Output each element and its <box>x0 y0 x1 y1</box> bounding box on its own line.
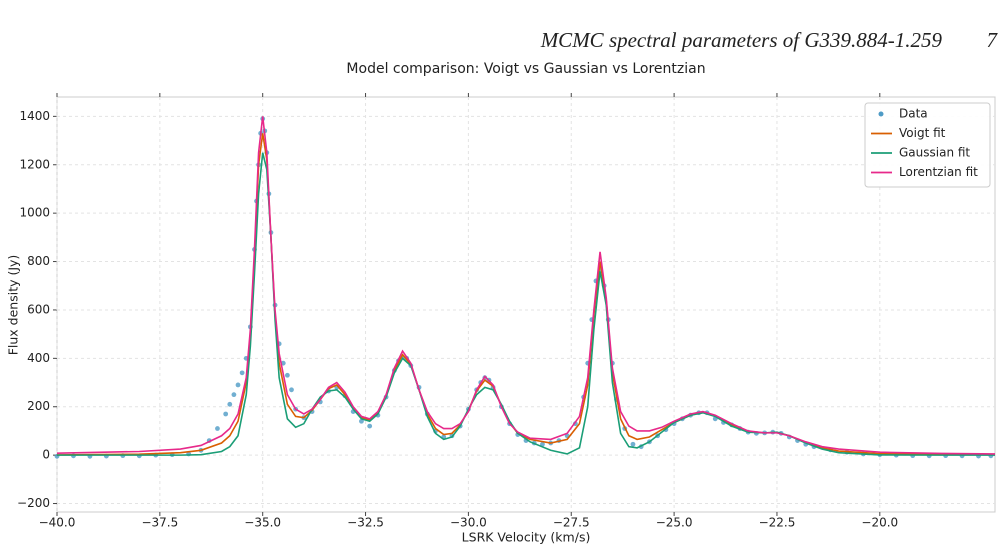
legend-box <box>864 102 991 188</box>
data-point <box>359 418 364 424</box>
y-axis-label: Flux density (Jy) <box>6 255 21 356</box>
y-tick-label: 600 <box>27 302 50 316</box>
data-point <box>223 411 229 417</box>
fit-line <box>56 116 996 455</box>
data-point <box>215 426 220 431</box>
y-tick-label: 200 <box>27 399 50 413</box>
y-tick-label: 1000 <box>19 206 50 220</box>
data-point <box>540 441 545 447</box>
x-tick-label: −35.0 <box>244 516 281 530</box>
page-number: 7 <box>987 28 999 52</box>
x-tick-label: −22.5 <box>759 516 796 530</box>
legend-label: Lorentzian fit <box>899 165 978 179</box>
data-point <box>630 441 636 447</box>
legend-label: Voigt fit <box>899 126 946 140</box>
x-tick-label: −32.5 <box>347 516 384 530</box>
x-tick-label: −27.5 <box>553 516 590 530</box>
chart-title: Model comparison: Voigt vs Gaussian vs L… <box>346 61 705 77</box>
data-point <box>227 401 233 407</box>
y-tick-label: 400 <box>27 351 50 365</box>
y-tick-label: 1200 <box>19 157 50 171</box>
legend-label: Gaussian fit <box>899 146 970 160</box>
y-tick-label: 1400 <box>19 109 50 123</box>
legend-marker <box>878 111 884 117</box>
x-tick-label: −37.5 <box>141 516 178 530</box>
data-point <box>289 387 294 393</box>
x-tick-label: −30.0 <box>450 516 487 530</box>
y-tick-label: −200 <box>17 496 50 510</box>
x-tick-label: −40.0 <box>39 516 76 530</box>
data-point <box>239 370 245 376</box>
data-point <box>367 423 373 429</box>
data-point <box>235 382 241 388</box>
data-point <box>231 392 237 398</box>
x-tick-label: −20.0 <box>861 516 898 530</box>
data-point <box>284 372 290 378</box>
y-tick-label: 800 <box>27 254 50 268</box>
x-tick-label: −25.0 <box>656 516 693 530</box>
y-tick-label: 0 <box>42 448 50 462</box>
page-header-title: MCMC spectral parameters of G339.884-1.2… <box>540 28 943 52</box>
x-axis-label: LSRK Velocity (km/s) <box>462 530 591 545</box>
legend-label: Data <box>899 107 928 121</box>
